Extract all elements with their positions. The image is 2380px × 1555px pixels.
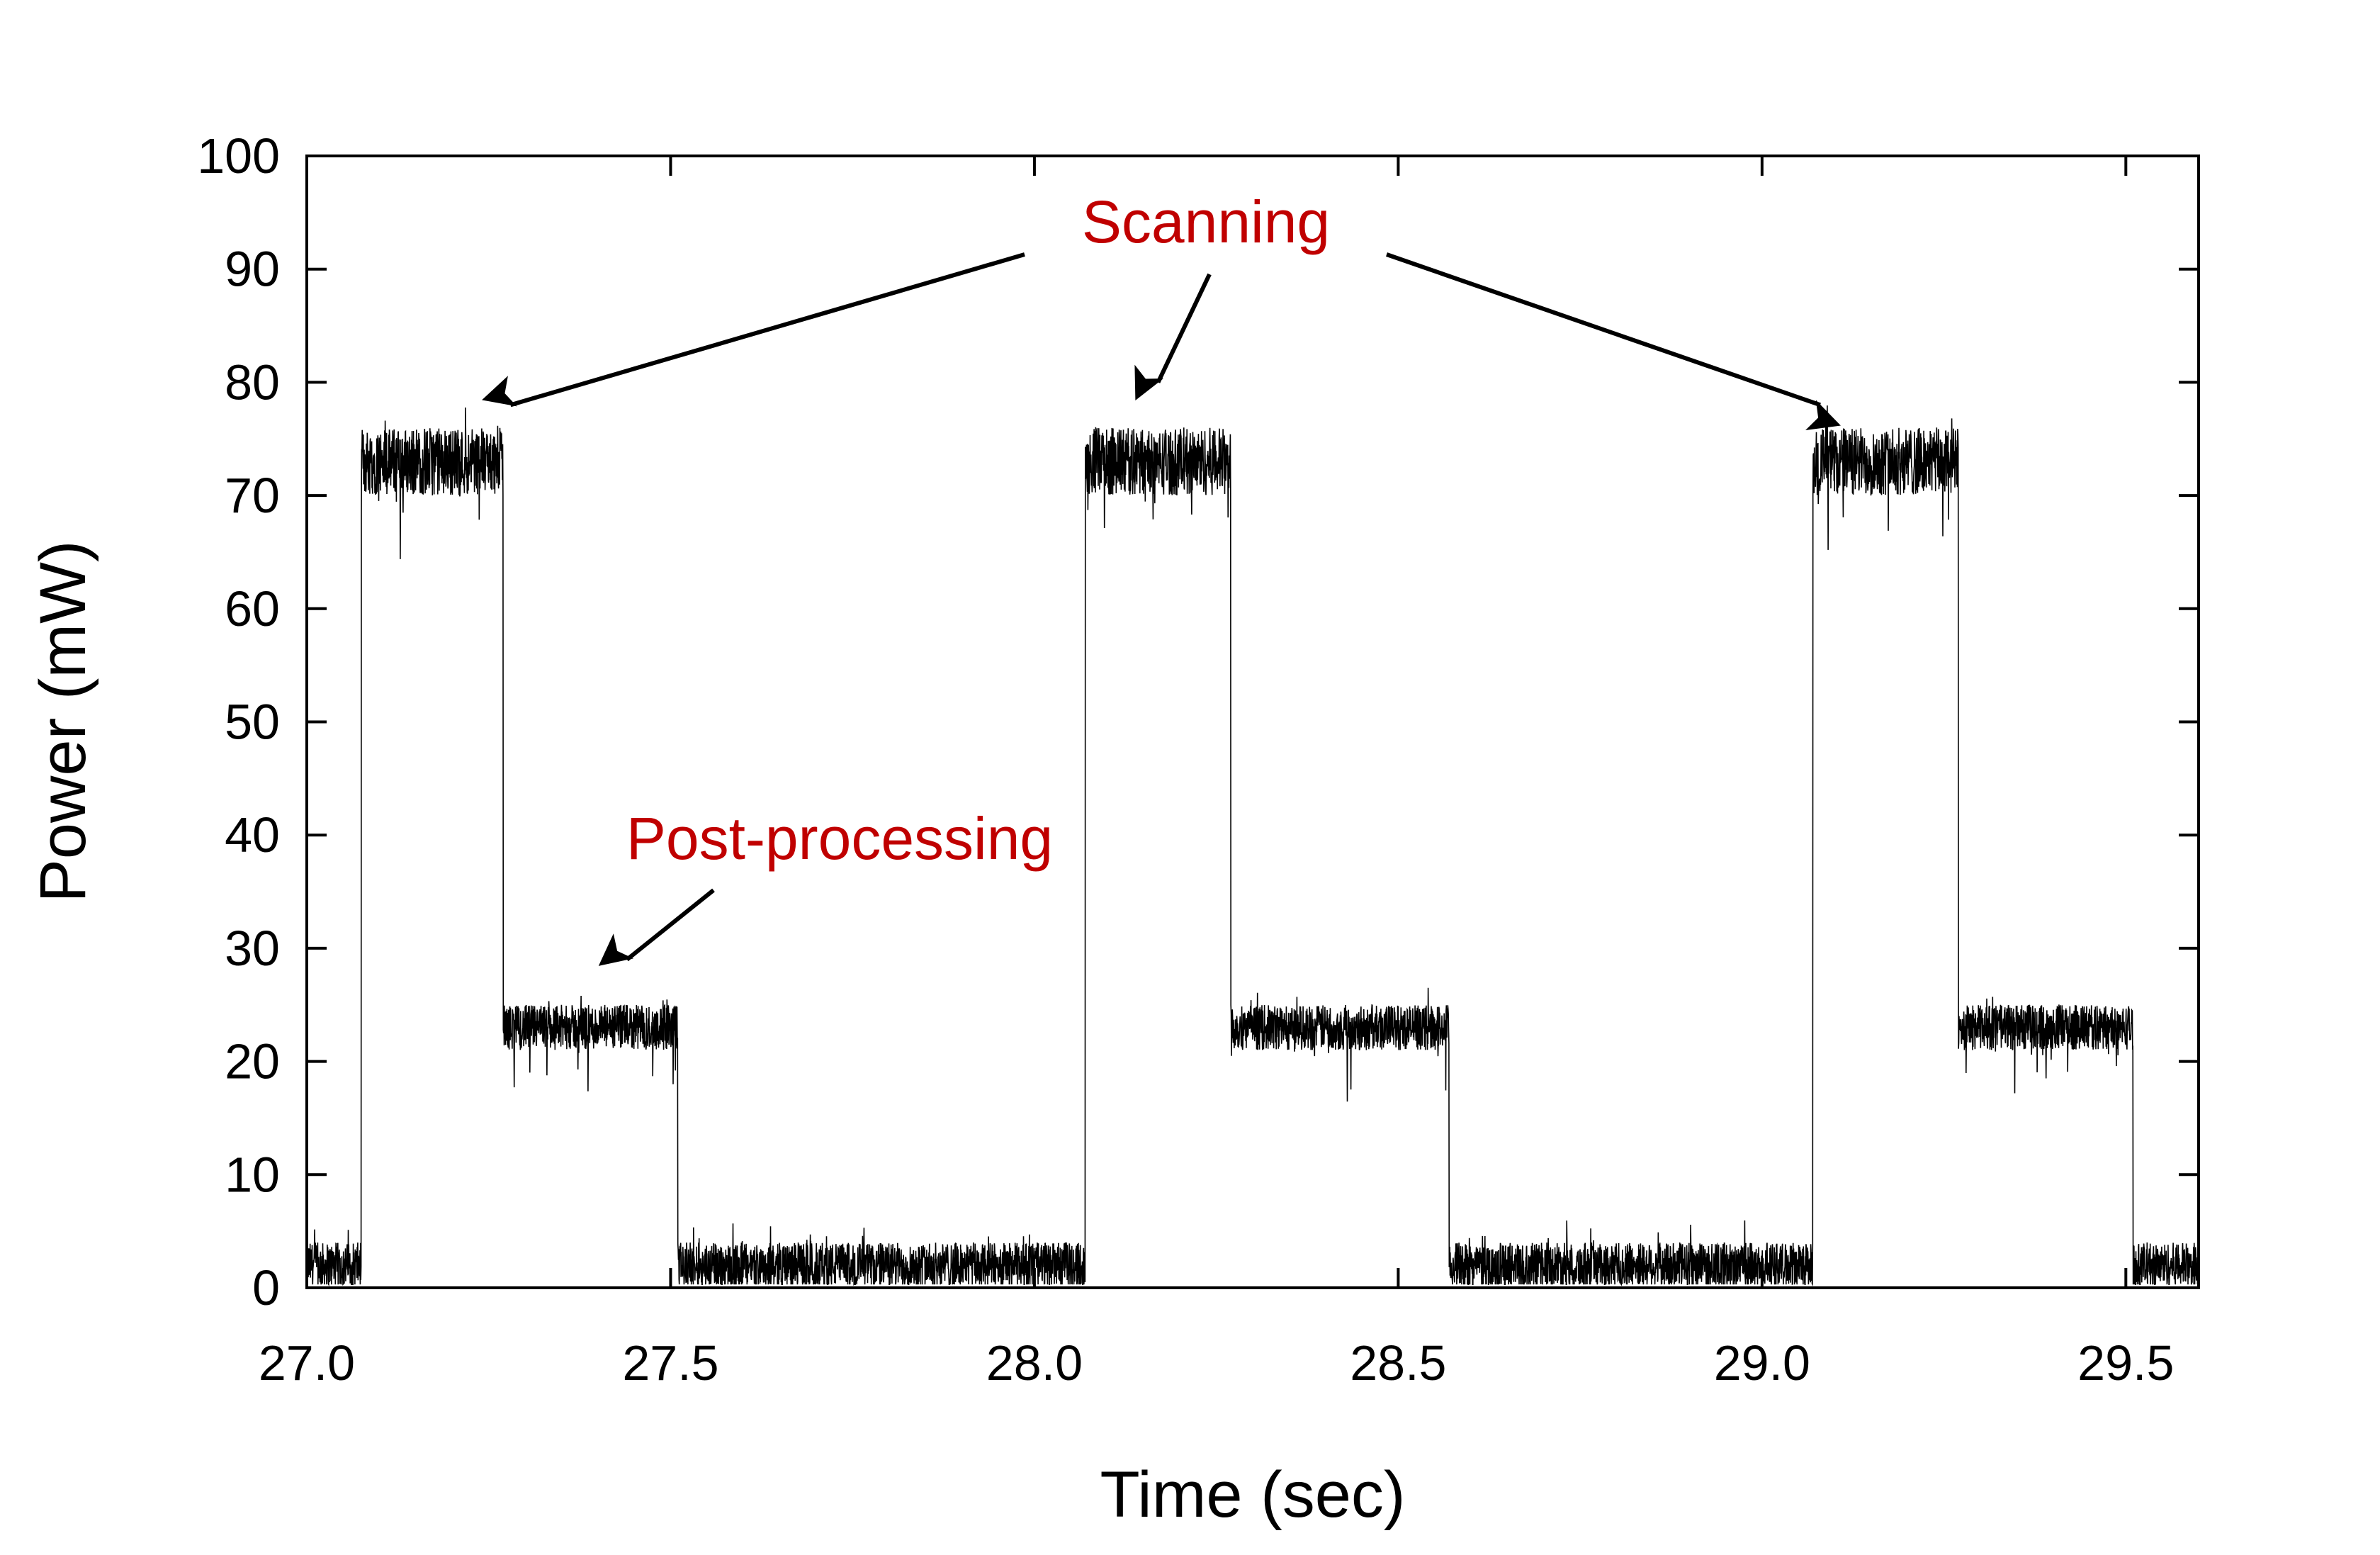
y-tick-label: 40 [225,807,280,863]
x-axis-title: Time (sec) [1100,1459,1405,1531]
annotation-post-processing: Post-processing [626,805,1053,872]
x-tick-label: 28.5 [1350,1335,1446,1391]
y-tick-label: 60 [225,581,280,636]
y-tick-label: 50 [225,695,280,750]
x-tick-label: 27.5 [622,1335,718,1391]
annotation-arrow [1134,273,1212,400]
y-tick-label: 90 [225,242,280,297]
x-tick-label: 27.0 [259,1335,355,1391]
y-tick-label: 100 [197,128,280,184]
x-tick-label: 28.0 [986,1335,1083,1391]
x-tick-label: 29.5 [2077,1335,2174,1391]
annotation-scanning: Scanning [1082,189,1330,255]
y-tick-label: 30 [225,921,280,976]
x-tick-label: 29.0 [1714,1335,1810,1391]
annotation-arrow [1386,252,1841,430]
power-line [306,405,2199,1287]
annotation-arrows [482,252,1841,966]
power-trace [306,405,2199,1287]
annotation-arrow [598,888,715,966]
y-tick-label: 20 [225,1034,280,1089]
annotation-arrow [482,252,1025,408]
y-tick-label: 80 [225,354,280,410]
y-tick-label: 0 [252,1260,280,1315]
y-tick-label: 70 [225,468,280,523]
axis-ticks: 0 10 20 30 40 50 60 70 80 90 100 27.0 27.5 28.0 28.5 29… [197,128,2199,1391]
y-tick-label: 10 [225,1147,280,1202]
plot-frame [305,155,2200,1289]
y-axis-title: Power (mW) [27,540,99,902]
